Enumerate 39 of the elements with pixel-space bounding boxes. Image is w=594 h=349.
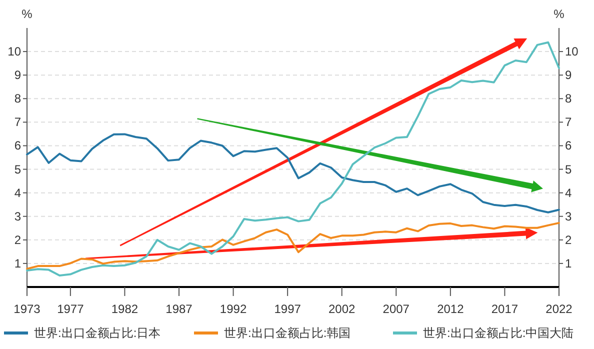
- y2-tick-label: 3: [565, 209, 572, 224]
- y2-tick-label: 9: [565, 68, 572, 82]
- y-axis-title: %: [22, 7, 33, 21]
- y-tick-label: 8: [14, 92, 22, 106]
- line-series: [26, 41, 560, 276]
- y-tick-label: 5: [14, 162, 22, 176]
- legend-label: 世界:出口金额占比:中国大陆: [423, 326, 574, 340]
- x-tick-label: 2017: [491, 302, 518, 316]
- x-tick-label: 1992: [220, 302, 247, 316]
- y-tick-label: 1: [14, 256, 22, 270]
- legend-label: 世界:出口金额占比:韩国: [224, 326, 351, 340]
- y2-tick-label: 1: [565, 256, 572, 270]
- x-tick-label: 1987: [166, 302, 193, 316]
- x-tick-label: 2007: [382, 302, 410, 316]
- x-tick-label: 1973: [14, 302, 41, 316]
- y-tick-label: 10: [8, 44, 22, 59]
- y2-tick-label: 2: [565, 232, 572, 247]
- y-tick-label: 9: [14, 68, 22, 82]
- y2-axis-title: %: [554, 7, 565, 21]
- line-series: [26, 222, 560, 270]
- y-tick-label: 4: [14, 186, 22, 200]
- line-series: [26, 133, 560, 214]
- x-tick-label: 2022: [546, 302, 573, 316]
- x-tick-label: 2012: [437, 302, 464, 316]
- x-tick-label: 1977: [57, 302, 84, 316]
- y2-tick-label: 5: [565, 162, 572, 176]
- y2-tick-label: 10: [565, 44, 579, 59]
- y-tick-label: 7: [14, 115, 22, 130]
- x-tick-label: 1982: [111, 302, 138, 316]
- x-tick-label: 2002: [328, 302, 356, 316]
- y2-tick-label: 7: [565, 115, 572, 130]
- y-tick-label: 3: [14, 209, 22, 224]
- y-tick-label: 6: [14, 138, 22, 153]
- x-tick-label: 1997: [274, 302, 302, 316]
- y2-tick-label: 6: [565, 138, 572, 153]
- y2-tick-label: 8: [565, 92, 572, 106]
- legend-label: 世界:出口金额占比:日本: [34, 326, 161, 340]
- y2-tick-label: 4: [565, 186, 572, 200]
- y-tick-label: 2: [14, 232, 22, 247]
